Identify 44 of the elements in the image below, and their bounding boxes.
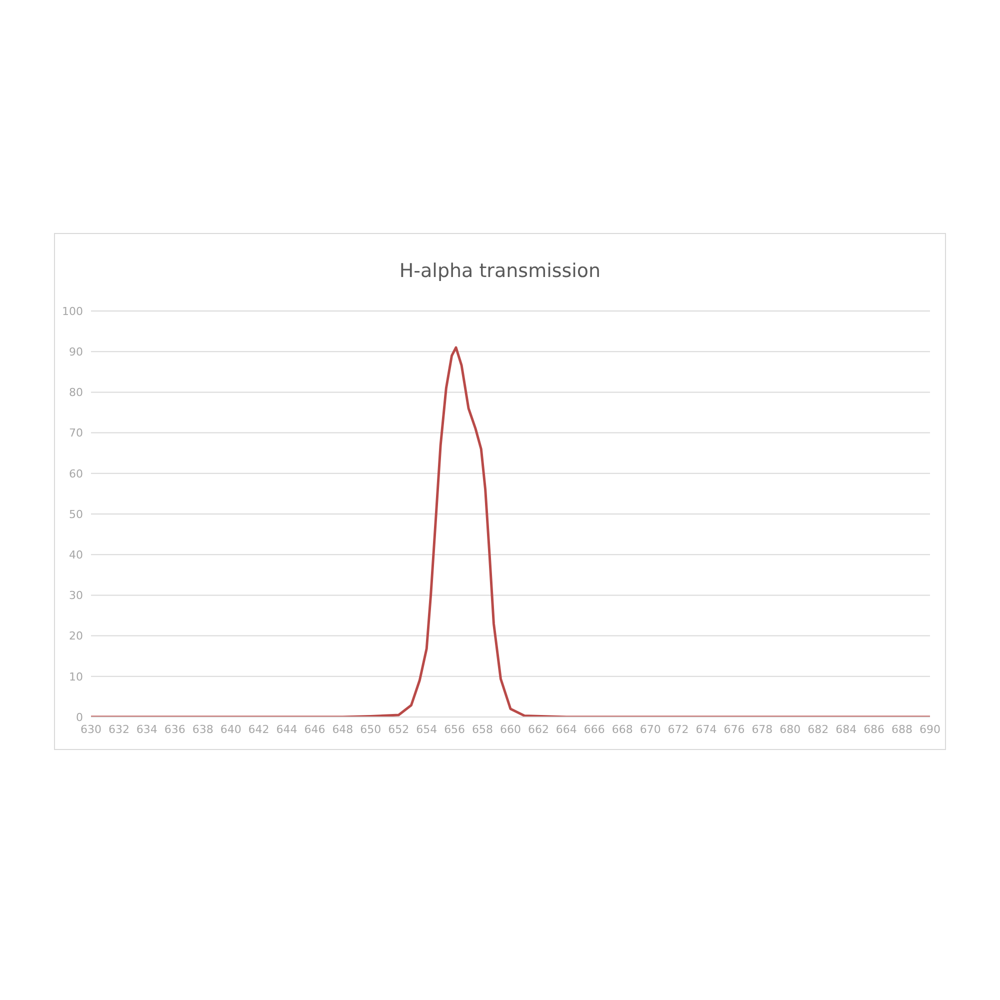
y-tick-label: 40 — [69, 548, 83, 562]
x-tick-label: 684 — [836, 722, 857, 736]
y-tick-label: 20 — [69, 630, 83, 643]
x-tick-label: 686 — [864, 722, 885, 736]
y-tick-label: 50 — [69, 508, 83, 521]
y-tick-label: 30 — [69, 589, 83, 602]
line-series — [91, 346, 930, 717]
x-tick-label: 636 — [164, 722, 186, 736]
y-tick-label: 90 — [69, 346, 83, 359]
x-tick-label: 672 — [668, 722, 689, 736]
x-tick-label: 660 — [500, 722, 521, 736]
x-tick-label: 680 — [780, 722, 801, 736]
x-tick-label: 676 — [724, 722, 745, 736]
x-tick-label: 688 — [892, 722, 913, 736]
x-tick-label: 646 — [304, 722, 326, 736]
x-tick-label: 670 — [640, 722, 661, 736]
y-tick-label: 80 — [69, 386, 83, 400]
x-tick-label: 690 — [920, 722, 940, 736]
x-tick-label: 634 — [136, 722, 158, 736]
x-tick-label: 678 — [752, 722, 773, 736]
x-tick-label: 644 — [276, 722, 298, 736]
x-tick-label: 662 — [528, 722, 549, 736]
y-tick-label: 10 — [69, 670, 83, 684]
y-tick-label: 70 — [69, 426, 83, 440]
x-tick-label: 638 — [192, 722, 214, 736]
x-tick-label: 648 — [332, 722, 354, 736]
x-tick-label: 656 — [444, 722, 466, 736]
x-tick-label: 640 — [220, 722, 242, 736]
x-tick-label: 650 — [360, 722, 382, 736]
x-tick-label: 658 — [472, 722, 494, 736]
x-tick-label: 666 — [584, 722, 605, 736]
y-tick-label: 0 — [76, 710, 83, 724]
x-tick-label: 664 — [556, 722, 577, 736]
x-tick-label: 682 — [808, 722, 829, 736]
x-tick-label: 652 — [388, 722, 410, 736]
x-tick-label: 668 — [612, 722, 633, 736]
x-tick-label: 642 — [248, 722, 270, 736]
y-tick-label: 100 — [62, 304, 83, 318]
x-tick-label: 632 — [108, 722, 130, 736]
x-tick-label: 630 — [80, 722, 102, 736]
x-tick-label: 674 — [696, 722, 717, 736]
x-tick-label: 654 — [416, 722, 438, 736]
y-tick-label: 60 — [69, 467, 83, 480]
chart-title: H-alpha transmission — [398, 260, 602, 282]
